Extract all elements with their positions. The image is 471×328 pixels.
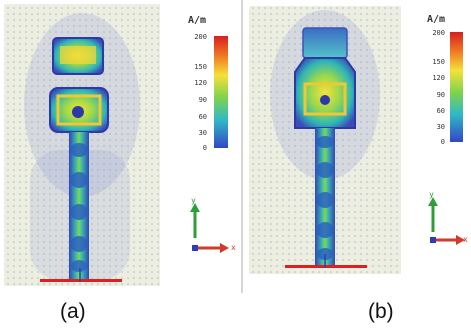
- axis-label-x-b: x: [463, 235, 468, 244]
- colorbar-tick-a: 60: [198, 113, 207, 121]
- colorbar-tick-b: 120: [432, 74, 445, 82]
- colorbar-gradient-a: [214, 36, 228, 148]
- colorbar-tick-a: 0: [202, 144, 207, 152]
- colorbar-tick-b: 90: [436, 91, 445, 99]
- colorbar-gradient-b: [450, 32, 463, 142]
- antenna-middle-patch-b: [294, 57, 356, 129]
- surface-current-plot-b: [249, 6, 465, 274]
- panel-label-b: (b): [368, 300, 394, 323]
- colorbar-a: [214, 36, 228, 148]
- colorbar-tick-b: 0: [440, 138, 445, 146]
- colorbar-b: [450, 32, 463, 142]
- panel-divider: [241, 0, 243, 293]
- axis-label-y-b: y: [429, 190, 434, 199]
- axis-triad-b: [428, 197, 465, 245]
- panel-a: A/m 200 150 120 90 60 30 0 y x: [0, 0, 240, 293]
- colorbar-tick-b: 30: [436, 123, 445, 131]
- colorbar-tick-a: 30: [198, 129, 207, 137]
- ground-plane-line-b: [285, 265, 367, 268]
- colorbar-tick-b: 200: [432, 29, 445, 37]
- ground-plane-line-a: [40, 279, 122, 282]
- colorbar-tick-a: 200: [194, 33, 207, 41]
- strip-nodes-b: [316, 136, 334, 260]
- axis-label-x-a: x: [231, 243, 236, 252]
- colorbar-tick-b: 150: [432, 58, 445, 66]
- colorbar-unit-a: A/m: [188, 15, 207, 26]
- panel-b: A/m 200 150 120 90 60 30 0 y x: [245, 0, 471, 293]
- colorbar-tick-a: 120: [194, 79, 207, 87]
- colorbar-unit-b: A/m: [427, 14, 446, 25]
- colorbar-tick-a: 90: [198, 96, 207, 104]
- axis-triad-a: [190, 203, 229, 253]
- colorbar-tick-a: 150: [194, 63, 207, 71]
- surface-current-plot-a: [4, 4, 229, 286]
- panel-label-a: (a): [60, 300, 86, 323]
- colorbar-tick-b: 60: [436, 107, 445, 115]
- strip-nodes-a: [70, 143, 88, 272]
- axis-label-y-a: y: [191, 196, 196, 205]
